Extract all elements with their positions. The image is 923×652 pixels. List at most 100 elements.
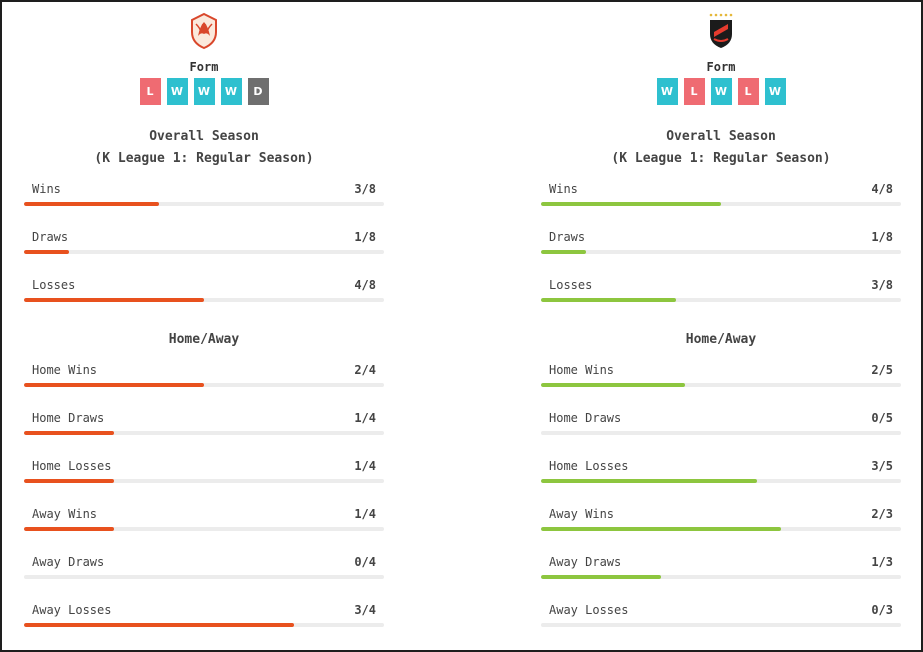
form-result-badge: W: [656, 78, 678, 105]
stat-value: 0/5: [871, 411, 893, 425]
form-row: W L W L W: [541, 78, 901, 105]
stat-label: Away Draws: [32, 555, 105, 569]
stat-bar-track: [24, 431, 384, 435]
stat-value: 1/8: [354, 230, 376, 244]
stat-row: Draws 1/8: [24, 230, 384, 260]
stat-bar-track: [24, 250, 384, 254]
form-result-badge: L: [139, 78, 161, 105]
stat-bar-track: [541, 575, 901, 579]
stat-label: Losses: [32, 278, 76, 292]
stat-label: Home Losses: [549, 459, 629, 473]
stat-bar-fill: [24, 527, 114, 531]
form-result-badge: L: [737, 78, 759, 105]
stat-bar-track: [541, 298, 901, 302]
home-away-title: Home/Away: [685, 332, 757, 347]
stat-value: 1/8: [871, 230, 893, 244]
overall-season-subtitle: (K League 1: Regular Season): [611, 151, 831, 166]
stat-label: Away Wins: [549, 507, 615, 521]
stat-label: Wins: [32, 182, 61, 196]
stat-bar-track: [541, 250, 901, 254]
stat-bar-track: [24, 479, 384, 483]
stat-row: Losses 4/8: [24, 278, 384, 308]
stat-bar-fill: [541, 479, 757, 483]
stat-label: Home Losses: [32, 459, 112, 473]
stat-label: Home Wins: [32, 363, 98, 377]
form-label: Form: [706, 60, 736, 74]
stat-row: Away Losses 0/3: [541, 603, 901, 633]
black-red-shield-crest-icon: [709, 13, 733, 48]
stat-label: Away Draws: [549, 555, 622, 569]
stat-bar-track: [541, 527, 901, 531]
stat-label: Draws: [32, 230, 69, 244]
form-result-badge: W: [764, 78, 786, 105]
stat-label: Losses: [549, 278, 593, 292]
stat-row: Away Draws 1/3: [541, 555, 901, 585]
form-result-badge: W: [193, 78, 215, 105]
stat-value: 3/8: [354, 182, 376, 196]
overall-season-subtitle: (K League 1: Regular Season): [94, 151, 314, 166]
stat-label: Home Draws: [32, 411, 105, 425]
stat-label: Away Losses: [549, 603, 629, 617]
stat-bar-fill: [541, 575, 661, 579]
overall-season-title: Overall Season: [149, 129, 259, 144]
form-result-badge: D: [247, 78, 269, 105]
stat-value: 1/3: [871, 555, 893, 569]
stat-row: Home Losses 1/4: [24, 459, 384, 489]
stat-bar-fill: [24, 623, 294, 627]
stat-bar-track: [541, 479, 901, 483]
stat-bar-fill: [541, 250, 586, 254]
stat-row: Home Draws 1/4: [24, 411, 384, 441]
stat-bar-fill: [24, 479, 114, 483]
stat-bar-track: [24, 623, 384, 627]
stat-value: 2/3: [871, 507, 893, 521]
stat-label: Draws: [549, 230, 586, 244]
form-result-badge: W: [220, 78, 242, 105]
stat-value: 3/5: [871, 459, 893, 473]
stat-bar-fill: [24, 250, 69, 254]
stat-bar-track: [541, 383, 901, 387]
stat-bar-fill: [24, 431, 114, 435]
stat-bar-fill: [24, 383, 204, 387]
stat-bar-fill: [541, 298, 676, 302]
stat-row: Wins 4/8: [541, 182, 901, 212]
stat-value: 2/4: [354, 363, 376, 377]
stat-row: Home Draws 0/5: [541, 411, 901, 441]
stat-label: Home Draws: [549, 411, 622, 425]
stat-value: 1/4: [354, 411, 376, 425]
stat-bar-fill: [24, 202, 159, 206]
stat-bar-fill: [541, 383, 685, 387]
stat-row: Wins 3/8: [24, 182, 384, 212]
stat-bar-track: [24, 527, 384, 531]
stat-bar-track: [541, 431, 901, 435]
home-team-logo: [24, 12, 384, 52]
stat-row: Draws 1/8: [541, 230, 901, 260]
stat-value: 0/3: [871, 603, 893, 617]
stat-row: Away Draws 0/4: [24, 555, 384, 585]
home-away-title: Home/Away: [168, 332, 240, 347]
stat-bar-track: [541, 623, 901, 627]
stat-row: Home Losses 3/5: [541, 459, 901, 489]
stat-row: Home Wins 2/5: [541, 363, 901, 393]
stat-bar-track: [24, 383, 384, 387]
stat-value: 3/8: [871, 278, 893, 292]
overall-season-title: Overall Season: [666, 129, 776, 144]
stat-value: 0/4: [354, 555, 376, 569]
stat-row: Away Losses 3/4: [24, 603, 384, 633]
stat-label: Away Wins: [32, 507, 98, 521]
stat-bar-track: [541, 202, 901, 206]
form-result-badge: W: [166, 78, 188, 105]
stat-row: Away Wins 2/3: [541, 507, 901, 537]
away-team-logo: [541, 12, 901, 52]
red-phoenix-crest-icon: [191, 12, 217, 50]
stat-value: 1/4: [354, 459, 376, 473]
stat-bar-fill: [541, 202, 721, 206]
stat-bar-fill: [541, 527, 782, 531]
form-result-badge: L: [683, 78, 705, 105]
stat-value: 4/8: [354, 278, 376, 292]
stat-row: Losses 3/8: [541, 278, 901, 308]
stat-value: 3/4: [354, 603, 376, 617]
stat-bar-track: [24, 202, 384, 206]
stat-bar-track: [24, 575, 384, 579]
stat-label: Home Wins: [549, 363, 615, 377]
